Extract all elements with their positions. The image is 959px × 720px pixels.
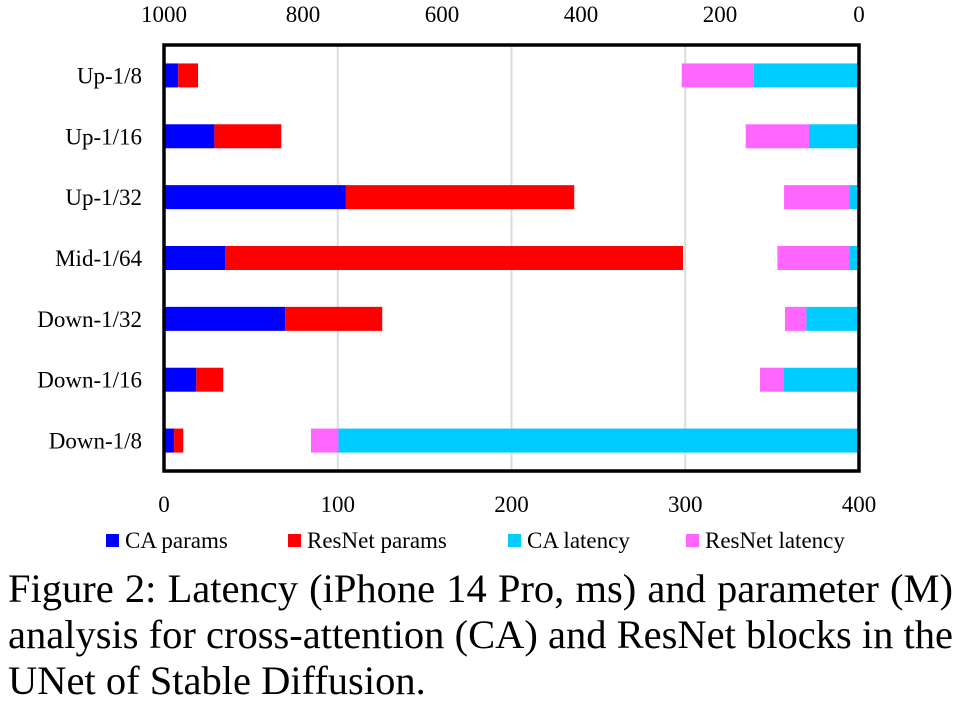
category-label: Down-1/16 [37,368,142,393]
bar-ca-latency [849,185,859,210]
bar-ca-latency [806,306,859,331]
bar-ca-latency [849,246,859,270]
category-label: Up-1/8 [77,63,142,88]
bar-resnet-params [345,185,575,210]
bar-ca-latency [338,428,859,453]
bar-resnet-latency [745,124,809,149]
legend-label: ResNet latency [705,528,845,553]
chart: Up-1/8 Up-1/16 Up-1/32 Mid-1/64 Down-1/32 Dow… [37,2,877,553]
bar-resnet-params [285,306,383,331]
bottom-tick-label: 200 [494,492,529,517]
bar-resnet-latency [784,185,850,210]
category-label: Up-1/32 [65,185,142,210]
category-label: Down-1/8 [49,429,142,454]
bar-ca-params [164,63,179,88]
bar-ca-params [164,306,286,331]
top-tick-label: 400 [564,2,599,27]
legend-label: CA latency [527,528,630,553]
bar-resnet-params [225,246,683,270]
category-label: Mid-1/64 [55,246,142,271]
top-tick-label: 800 [286,2,321,27]
caption-label: Figure 2: [8,566,157,611]
bottom-tick-label: 400 [842,492,877,517]
legend-swatch [288,534,301,547]
bar-resnet-latency [310,428,339,453]
bar-resnet-latency [681,63,754,88]
legend-label: ResNet params [307,528,447,553]
bar-ca-latency [808,124,859,149]
top-tick-label: 200 [703,2,738,27]
legend-swatch [106,534,119,547]
bottom-tick-label: 0 [158,492,170,517]
figure-caption: Figure 2: Latency (iPhone 14 Pro, ms) an… [8,566,953,704]
bar-resnet-params [174,428,184,453]
bar-resnet-latency [777,246,850,270]
bar-ca-params [164,124,215,149]
bar-ca-params [164,185,346,210]
bar-resnet-latency [784,306,807,331]
caption-text: Latency (iPhone 14 Pro, ms) and paramete… [8,566,954,703]
bottom-tick-label: 100 [321,492,356,517]
bar-resnet-latency [760,367,784,392]
category-label: Up-1/16 [65,124,142,149]
plot-frame [162,43,861,473]
bar-resnet-params [178,63,199,88]
top-tick-label: 600 [425,2,460,27]
top-tick-label: 0 [853,2,865,27]
bar-ca-latency [753,63,859,88]
legend-swatch [686,534,699,547]
bar-ca-latency [783,367,859,392]
bar-ca-params [164,428,175,453]
category-label: Down-1/32 [37,307,142,332]
bar-resnet-params [214,124,282,149]
bar-resnet-params [196,367,224,392]
top-tick-label: 1000 [141,2,187,27]
legend-label: CA params [125,528,228,553]
bar-ca-params [164,367,197,392]
bottom-tick-label: 300 [668,492,703,517]
legend-swatch [508,534,521,547]
bar-ca-params [164,246,226,270]
